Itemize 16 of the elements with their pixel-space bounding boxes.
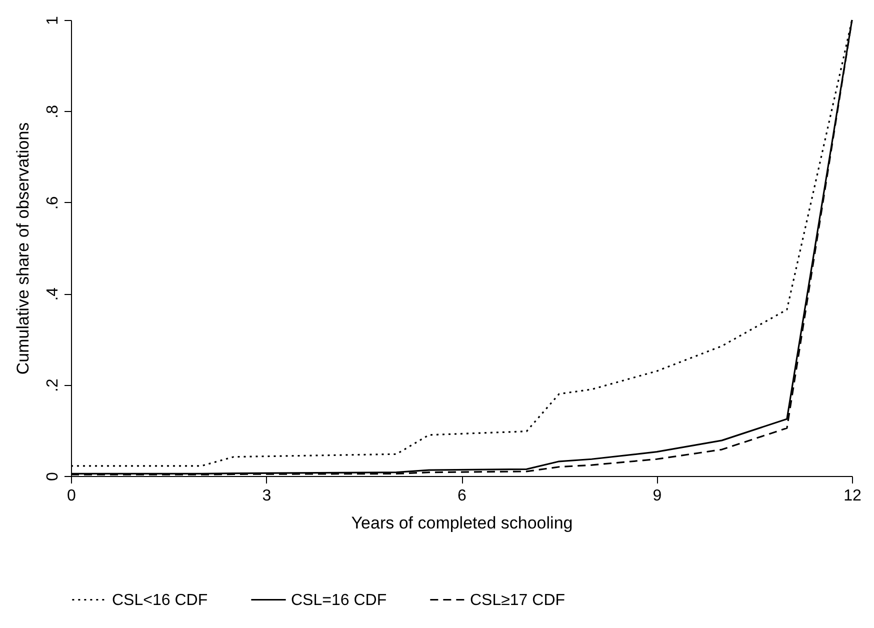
y-tick-label: 1 (44, 16, 62, 25)
x-axis-title: Years of completed schooling (351, 514, 573, 532)
legend-label: CSL≥17 CDF (470, 592, 566, 609)
y-tick-label: 0 (44, 472, 62, 481)
y-tick-label: .2 (44, 378, 62, 392)
x-tick-label: 0 (67, 488, 76, 504)
x-tick-label: 3 (262, 488, 272, 504)
x-tick-label: 6 (458, 488, 467, 504)
x-tick-label: 9 (652, 488, 662, 504)
y-tick-label: .6 (44, 196, 62, 210)
y-axis-title: Cumulative share of observations (14, 122, 32, 375)
y-tick-label: .8 (44, 104, 62, 118)
y-tick-label: .4 (44, 287, 62, 301)
legend-label: CSL<16 CDF (112, 592, 208, 609)
x-tick-label: 12 (844, 488, 862, 504)
legend-label: CSL=16 CDF (291, 592, 387, 609)
